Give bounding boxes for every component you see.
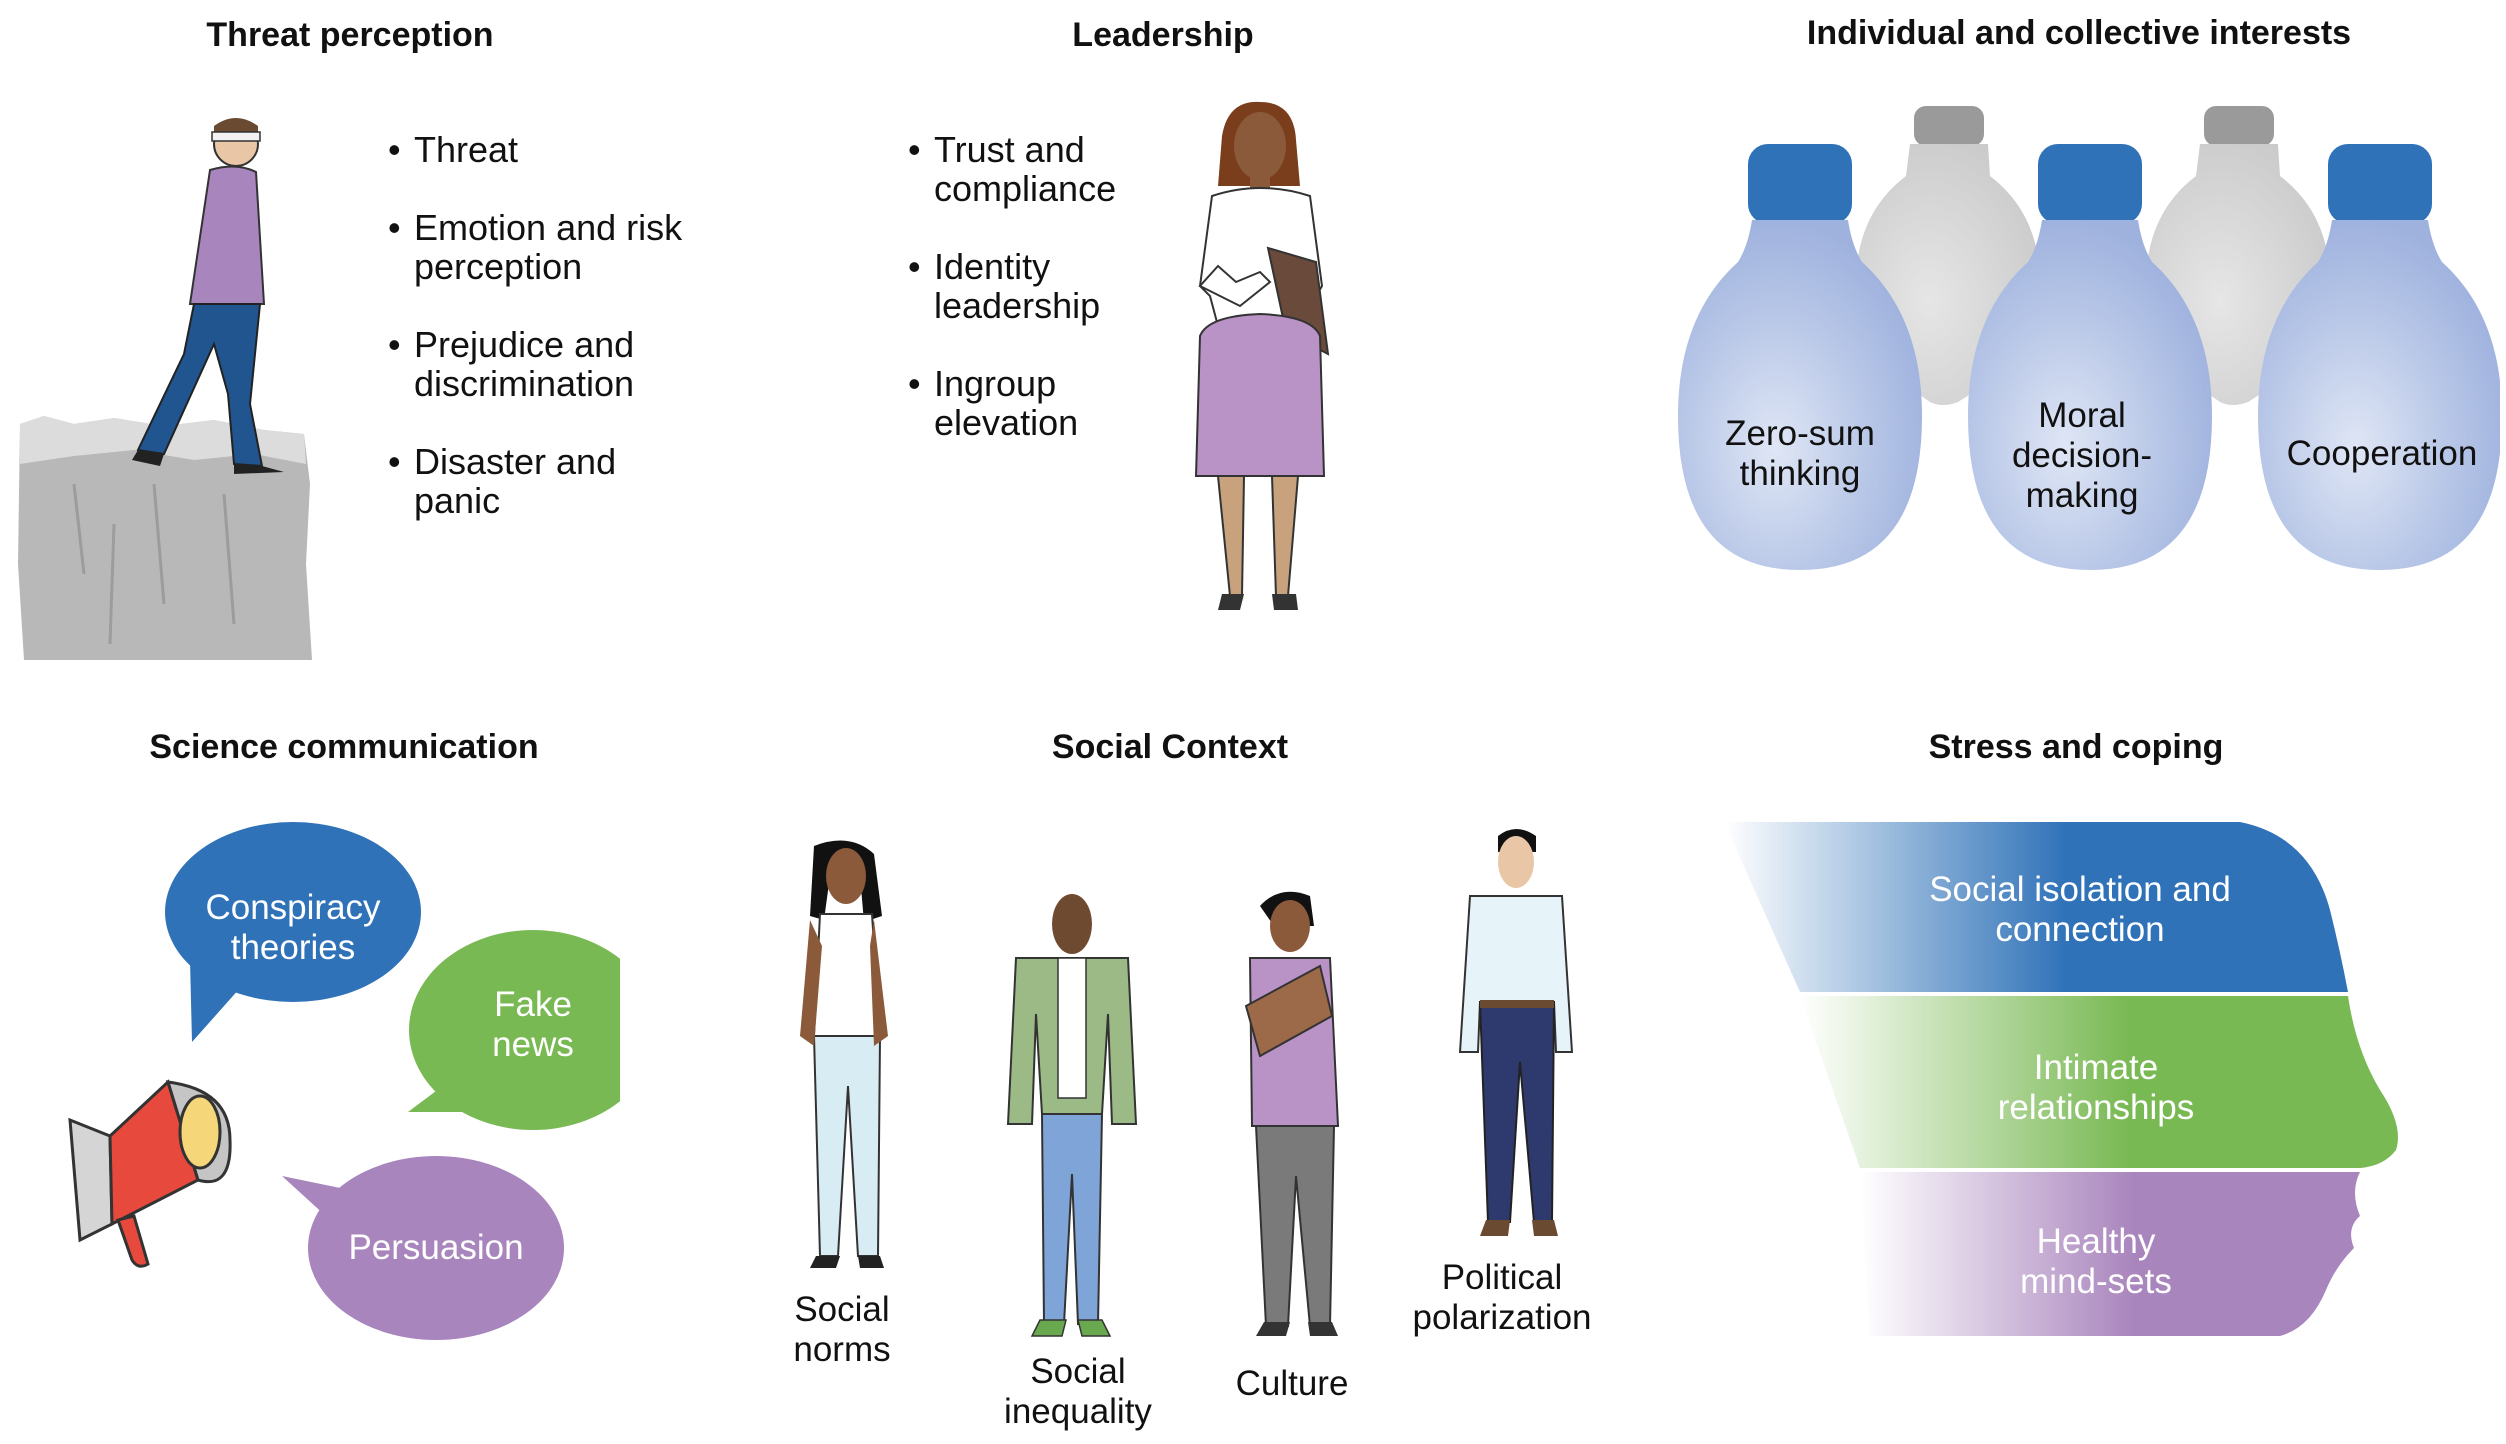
bulb-label-cooperation: Cooperation [2286, 434, 2478, 473]
head-band-middle [1800, 996, 2398, 1168]
speech-bubble-icon [282, 1156, 564, 1340]
bubble-label-fake-news: Fake news [492, 985, 574, 1064]
person-illustration [800, 840, 888, 1268]
megaphone-icon [68, 1079, 232, 1268]
science-communication-title: Science communication [149, 728, 539, 766]
social-context-title: Social Context [1051, 728, 1289, 766]
businesswoman-illustration [1194, 101, 1330, 610]
bubble-label-persuasion: Persuasion [348, 1228, 524, 1267]
bulb-label-moral: Moral decision-making [2011, 396, 2153, 515]
speech-bubble-icon [408, 930, 620, 1130]
band-label-healthy-mindsets: Healthy mind-sets [2020, 1222, 2172, 1301]
interests-title: Individual and collective interests [1806, 14, 2352, 52]
person-illustration [1458, 829, 1574, 1236]
woman-walking-off-cliff-illustration [18, 118, 312, 660]
person-illustration [1006, 894, 1138, 1337]
person-label-social-inequality: Social inequality [1004, 1352, 1152, 1431]
person-label-social-norms: Social norms [793, 1290, 891, 1369]
band-label-intimate: Intimate relationships [1997, 1048, 2195, 1127]
speech-bubble-icon [165, 822, 421, 1042]
person-illustration [1244, 891, 1340, 1336]
megaphone-and-bubbles [68, 822, 620, 1340]
threat-perception-title: Threat perception [206, 16, 494, 54]
bulb-label-zero-sum: Zero-sum thinking [1725, 414, 1875, 493]
leadership-title: Leadership [1072, 16, 1254, 54]
lightbulb-icon [2258, 144, 2500, 570]
head-band-bottom [1860, 1172, 2360, 1336]
person-label-culture: Culture [1235, 1364, 1349, 1403]
list-item: Threat [388, 130, 728, 169]
lightbulb-icon [1968, 144, 2212, 570]
bubble-label-conspiracy: Conspiracy theories [205, 888, 381, 967]
lightbulb-group [1678, 106, 2500, 570]
band-label-social-isolation: Social isolation and connection [1929, 870, 2231, 949]
lightbulb-icon [1678, 144, 1922, 570]
stress-coping-title: Stress and coping [1928, 728, 2224, 766]
person-label-political-polarization: Political polarization [1412, 1258, 1592, 1337]
head-profile-illustration [1724, 822, 2398, 1336]
head-band-top [1724, 822, 2348, 992]
